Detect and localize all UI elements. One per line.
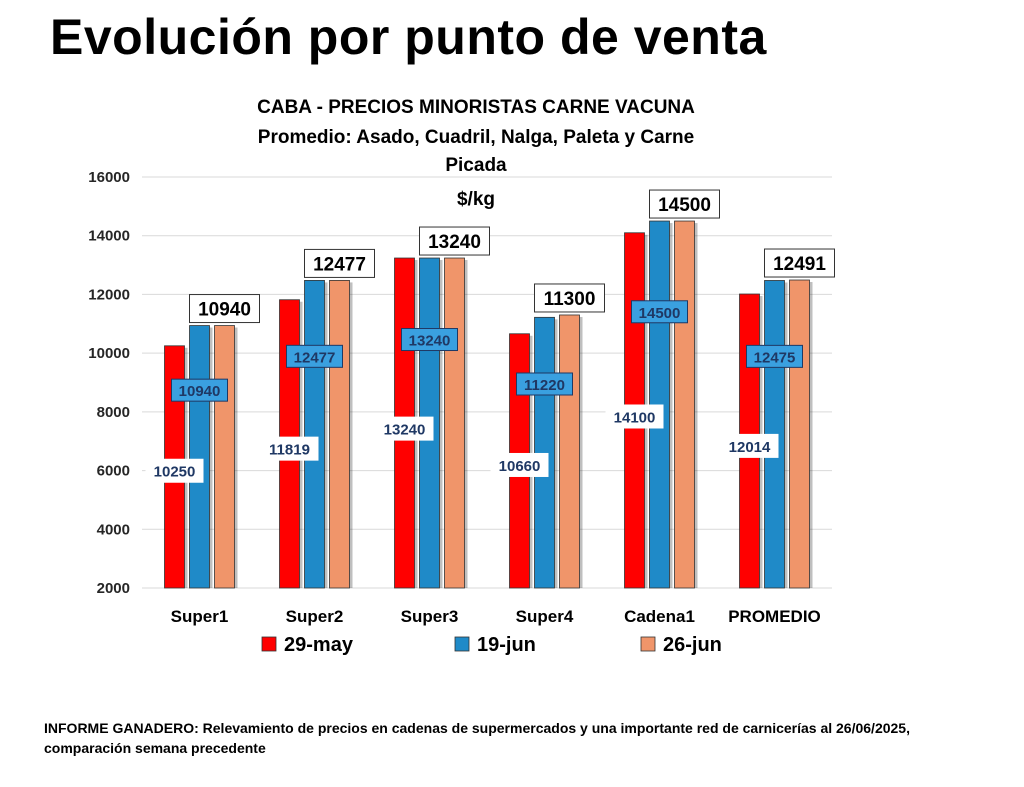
legend-swatch-19-jun bbox=[454, 636, 470, 652]
chart-title-line: $/kg bbox=[457, 189, 495, 210]
y-tick-label: 6000 bbox=[97, 463, 130, 480]
y-axis-ticks: 16000 14000 12000 10000 8000 6000 4000 2000 bbox=[88, 169, 130, 597]
category-label: Cadena1 bbox=[624, 607, 695, 626]
bar-19-jun-Super4 bbox=[534, 316, 555, 589]
bar-26-jun-Super1 bbox=[214, 325, 235, 589]
legend-label: 26-jun bbox=[663, 634, 722, 656]
legend-label: 29-may bbox=[284, 634, 354, 656]
chart-title-line: Promedio: Asado, Cuadril, Nalga, Paleta … bbox=[258, 127, 694, 148]
category-label: PROMEDIO bbox=[728, 607, 821, 626]
category-label: Super3 bbox=[401, 607, 459, 626]
data-label-26-jun: 13240 bbox=[428, 232, 481, 253]
x-axis-categories: Super1 Super2 Super3 Super4 Cadena1 PROMEDIO bbox=[171, 607, 821, 626]
data-label-19-jun: 13240 bbox=[409, 333, 451, 350]
label-box-26-jun bbox=[649, 189, 720, 219]
category-label: Super1 bbox=[171, 607, 229, 626]
y-tick-label: 2000 bbox=[97, 580, 130, 597]
bars bbox=[164, 220, 813, 589]
data-label-29-may: 10660 bbox=[499, 458, 541, 475]
data-label-29-may: 11819 bbox=[269, 442, 310, 459]
legend: 29-may 19-jun 26-jun bbox=[261, 634, 722, 656]
label-box-29-may bbox=[720, 433, 779, 458]
label-box-19-jun bbox=[631, 300, 688, 324]
label-box-26-jun bbox=[304, 248, 375, 278]
data-label-29-may: 12014 bbox=[729, 439, 771, 456]
data-label-26-jun: 12477 bbox=[313, 254, 366, 275]
label-box-19-jun bbox=[171, 378, 228, 402]
y-tick-label: 10000 bbox=[88, 345, 130, 362]
data-label-29-may: 10250 bbox=[154, 464, 196, 481]
category-label: Super4 bbox=[516, 607, 574, 626]
page-headline: Evolución por punto de venta bbox=[50, 9, 767, 65]
y-tick-label: 4000 bbox=[97, 521, 130, 538]
label-box-29-may bbox=[260, 436, 319, 461]
data-labels: 10250 10940 10940 11819 12477 12477 13240 13240… bbox=[145, 189, 835, 483]
label-box-26-jun bbox=[189, 294, 260, 324]
chart-title: CABA - PRECIOS MINORISTAS CARNE VACUNA Pr… bbox=[257, 97, 695, 210]
data-label-19-jun: 12477 bbox=[294, 349, 336, 366]
legend-label: 19-jun bbox=[477, 634, 536, 656]
data-label-19-jun: 12475 bbox=[754, 349, 796, 366]
bar-26-jun-Super3 bbox=[444, 257, 465, 589]
label-box-29-may bbox=[605, 404, 664, 429]
data-label-19-jun: 11220 bbox=[524, 377, 565, 394]
label-box-26-jun bbox=[419, 226, 490, 256]
legend-swatch-26-jun bbox=[640, 636, 656, 652]
bar-26-jun-Cadena1 bbox=[674, 220, 695, 589]
data-label-29-may: 13240 bbox=[384, 422, 426, 439]
data-label-29-may: 14100 bbox=[614, 409, 656, 426]
label-box-26-jun bbox=[764, 248, 835, 278]
bar-26-jun-Super2 bbox=[329, 280, 350, 589]
data-label-19-jun: 10940 bbox=[179, 383, 221, 400]
label-box-19-jun bbox=[286, 344, 343, 368]
label-box-29-may bbox=[490, 452, 549, 477]
chart-title-line: CABA - PRECIOS MINORISTAS CARNE VACUNA bbox=[257, 97, 695, 118]
data-label-26-jun: 14500 bbox=[658, 195, 711, 216]
label-box-19-jun bbox=[401, 328, 458, 352]
data-label-26-jun: 11300 bbox=[544, 289, 596, 310]
label-box-19-jun bbox=[746, 344, 803, 368]
bar-19-jun-Super2 bbox=[304, 280, 325, 589]
bar-19-jun-Super1 bbox=[189, 325, 210, 589]
bar-26-jun-PROMEDIO bbox=[789, 279, 810, 589]
y-tick-label: 14000 bbox=[88, 228, 130, 245]
y-tick-label: 16000 bbox=[88, 169, 130, 186]
chart-title-line: Picada bbox=[445, 155, 507, 176]
bar-chart: 16000 14000 12000 10000 8000 6000 4000 2000 102… bbox=[88, 97, 835, 656]
bar-26-jun-Super4 bbox=[559, 314, 580, 589]
category-label: Super2 bbox=[286, 607, 344, 626]
legend-swatch-29-may bbox=[261, 636, 277, 652]
label-box-29-may bbox=[145, 458, 204, 483]
label-box-19-jun bbox=[516, 372, 573, 396]
data-label-26-jun: 10940 bbox=[198, 300, 251, 321]
label-box-26-jun bbox=[534, 283, 605, 313]
footnote: INFORME GANADERO: Relevamiento de precio… bbox=[44, 720, 910, 756]
y-tick-label: 12000 bbox=[88, 286, 130, 303]
label-box-29-may bbox=[375, 416, 434, 441]
y-tick-label: 8000 bbox=[97, 404, 130, 421]
data-label-19-jun: 14500 bbox=[639, 305, 681, 322]
data-label-26-jun: 12491 bbox=[773, 254, 826, 275]
